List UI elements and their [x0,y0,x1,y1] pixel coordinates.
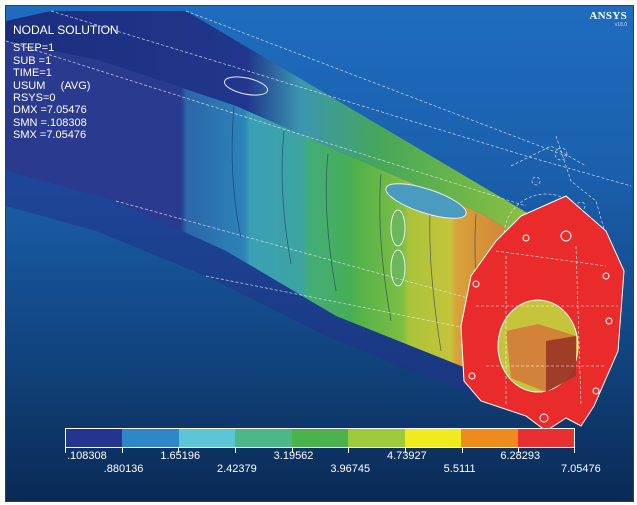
legend-label-10: 7.05476 [561,463,601,475]
solution-title: NODAL SOLUTION [13,23,119,37]
flange-bore-interior-dark [546,336,576,392]
info-line-time: TIME=1 [13,67,52,80]
legend-label-7: 4.73927 [387,450,427,462]
legend-tick-1 [65,448,66,453]
info-line-rsys: RSYS=0 [13,92,56,105]
ansys-logo: ANSYS v18.0 [589,10,627,28]
ansys-logo-text: ANSYS [589,10,627,22]
legend-tick-5 [291,448,293,453]
legend-tick-9 [518,448,520,453]
fea-model[interactable] [6,6,633,501]
legend-swatch-3 [178,429,236,447]
legend-tick-6 [348,448,350,453]
legend-swatch-2 [122,429,179,447]
legend-tick-4 [235,448,236,453]
side-hole-2 [390,249,406,287]
info-line-step: STEP=1 [13,42,55,55]
legend-swatch-4 [235,429,292,447]
legend-label-5: 3.19562 [273,450,314,462]
legend-label-6: 3.96745 [330,463,371,475]
beam-bottom-face [6,171,511,401]
beam-side-face [6,41,536,401]
legend-swatch-7 [404,429,462,447]
side-hole-1 [390,209,406,247]
legend-tick-3 [178,448,180,453]
legend-tick-8 [461,448,463,453]
flange-wireframe [476,245,618,407]
graphics-viewport[interactable]: NODAL SOLUTION STEP=1 SUB =1 TIME=1 USUM… [5,5,634,502]
ansys-version: v18.0 [614,22,627,28]
info-line-usum: USUM (AVG) [13,79,91,92]
top-hole-1 [223,76,269,96]
legend-label-1: .108308 [67,450,107,462]
info-line-smx: SMX =7.05476 [13,129,87,142]
legend-label-3: 1.65196 [160,450,201,462]
legend-swatch-5 [291,429,349,447]
legend-label-4: 2.42379 [217,463,257,475]
legend-tick-2 [121,448,123,453]
contour-legend-ticks [65,448,575,454]
legend-swatch-1 [66,429,123,447]
top-hole-2 [385,183,467,219]
legend-swatch-8 [461,429,518,447]
info-line-smn: SMN =.108308 [13,116,87,129]
contour-legend-bar [65,428,575,448]
info-line-dmx: DMX =7.05476 [13,104,87,117]
legend-tick-10 [574,448,575,453]
legend-tick-7 [405,448,406,453]
info-line-sub: SUB =1 [13,54,52,67]
solution-info-panel: NODAL SOLUTION STEP=1 SUB =1 TIME=1 USUM… [13,24,119,142]
beam-top-face [6,11,541,241]
legend-label-9: 6.28293 [500,450,541,462]
flange-bolt-holes [468,230,613,423]
legend-swatch-9 [517,429,574,447]
legend-label-2: .880136 [103,463,144,475]
legend-label-8: 5.5111 [443,463,476,475]
legend-swatch-6 [348,429,405,447]
